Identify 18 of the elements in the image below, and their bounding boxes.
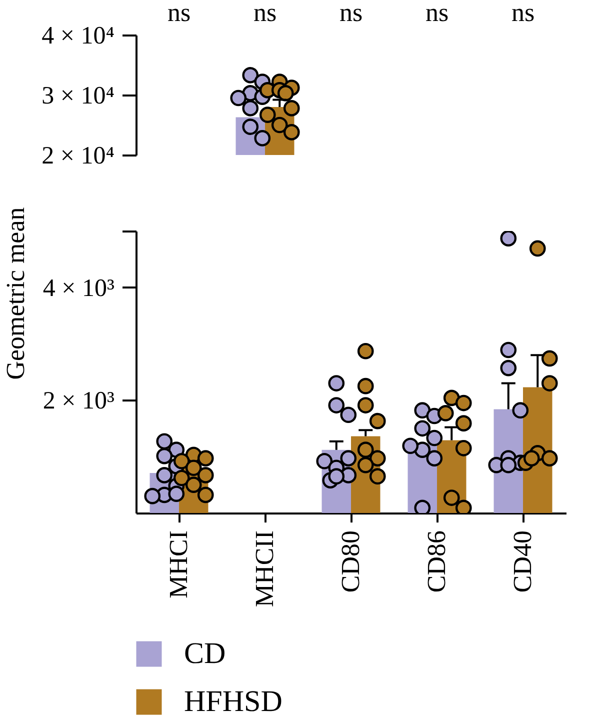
text: ns (425, 0, 449, 27)
x-tick-label: CD86 (422, 530, 451, 593)
x-tick-label: MHCI (164, 530, 193, 598)
y-tick-label: 4 × 10⁴ (42, 22, 115, 50)
y-tick-label: 4 × 10³ (42, 274, 115, 302)
text: ns (253, 0, 277, 27)
x-tick-label: CD80 (336, 530, 365, 593)
text: ns (167, 0, 191, 27)
y-tick-label: 3 × 10⁴ (42, 82, 115, 110)
legend-label: HFHSD (184, 685, 282, 718)
y-axis-title: Geometric mean (0, 207, 30, 380)
text: ns (339, 0, 363, 27)
x-tick-label: MHCII (250, 530, 279, 608)
y-tick-label: 2 × 10³ (42, 388, 115, 415)
y-tick-label: 2 × 10⁴ (42, 142, 115, 170)
text: ns (511, 0, 535, 27)
x-tick-label: CD40 (508, 530, 537, 593)
legend-label: CD (184, 637, 226, 670)
